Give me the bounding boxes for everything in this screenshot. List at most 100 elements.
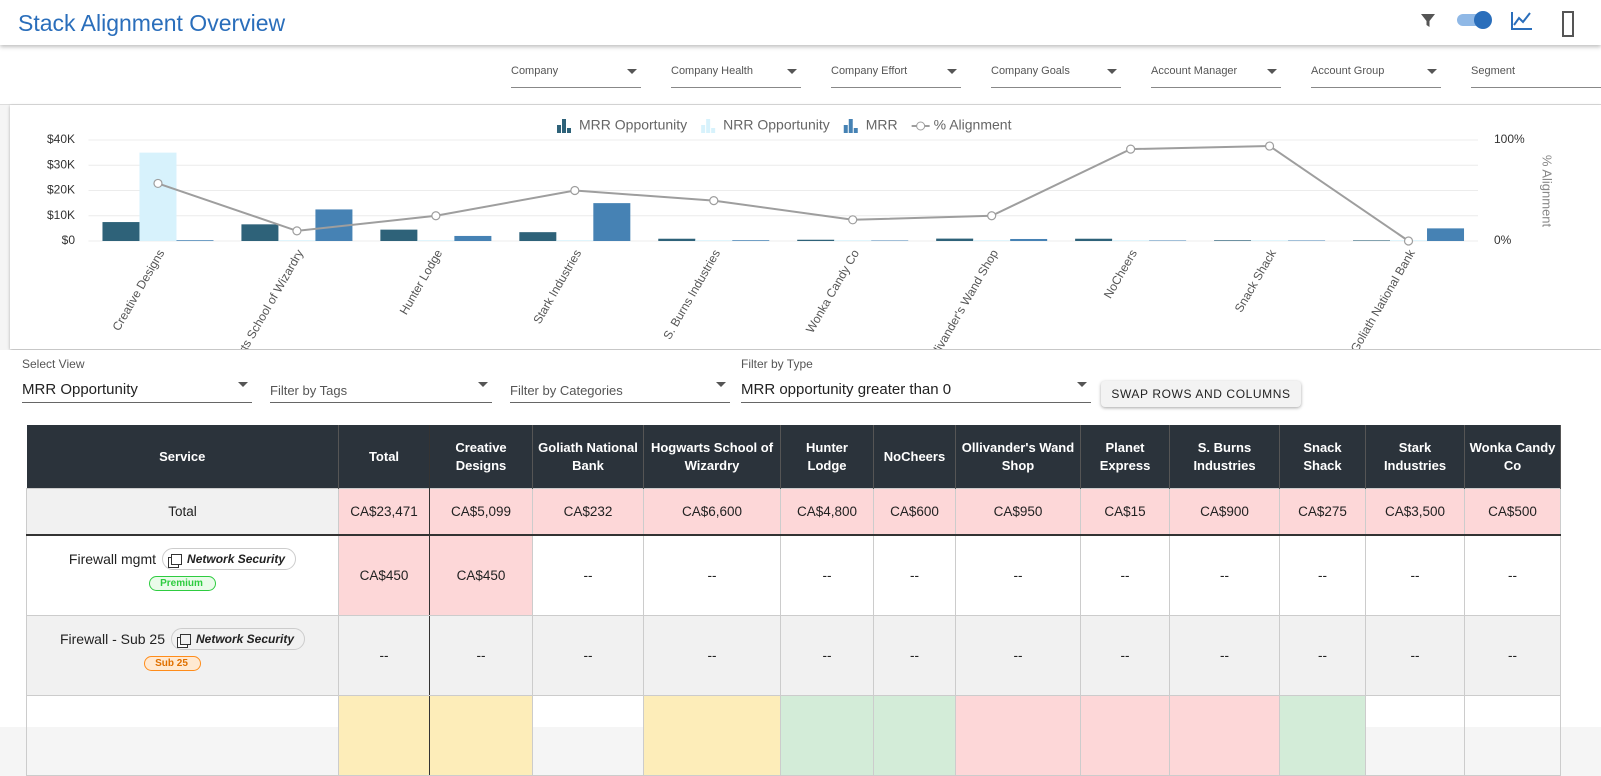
category-name: Network Security bbox=[196, 632, 295, 646]
y-tick-label: $30K bbox=[47, 157, 75, 171]
caret bbox=[238, 382, 248, 387]
bar bbox=[241, 224, 279, 241]
table-cell: -- bbox=[873, 534, 956, 616]
table-cell: CA$5,099 bbox=[429, 488, 533, 536]
table-cell: CA$600 bbox=[873, 488, 956, 536]
y2-axis-label: % Alignment bbox=[1540, 155, 1555, 228]
category-chip: Network Security bbox=[171, 628, 306, 650]
service-cell: Total bbox=[26, 488, 339, 536]
service-cell: Firewall - Sub 25 Network Security Sub 25 bbox=[26, 615, 339, 696]
table-cell: CA$900 bbox=[1169, 488, 1280, 536]
service-line: Firewall mgmt Network Security bbox=[27, 548, 338, 570]
filter-select[interactable]: Account Manager bbox=[1151, 65, 1281, 88]
caret bbox=[716, 382, 726, 387]
bar bbox=[519, 232, 557, 241]
x-tick-label: NoCheers bbox=[1101, 247, 1140, 301]
filter-icon[interactable] bbox=[1421, 14, 1435, 27]
table-cell bbox=[643, 695, 781, 776]
table-cell bbox=[26, 695, 339, 776]
chart-icon[interactable] bbox=[1511, 12, 1532, 30]
tag-line: Sub 25 bbox=[27, 650, 338, 671]
filter-select[interactable]: Company bbox=[511, 65, 641, 88]
filter-select[interactable]: Company Effort bbox=[831, 65, 961, 88]
filter-select[interactable]: Company Health bbox=[671, 65, 801, 88]
table-cell: -- bbox=[1464, 615, 1561, 696]
column-header: Service bbox=[26, 425, 339, 489]
bar bbox=[176, 240, 214, 241]
filter-select[interactable]: Company Goals bbox=[991, 65, 1121, 88]
filter-type[interactable]: Filter by Type MRR opportunity greater t… bbox=[741, 357, 1091, 403]
legend-icon bbox=[853, 128, 858, 133]
swap-button[interactable]: SWAP ROWS AND COLUMNS bbox=[1101, 381, 1301, 407]
bar bbox=[732, 240, 770, 241]
point bbox=[1403, 236, 1414, 246]
point bbox=[292, 226, 302, 236]
point bbox=[1264, 141, 1275, 151]
table-cell: -- bbox=[780, 615, 874, 696]
table-cell bbox=[1279, 695, 1366, 776]
bar bbox=[454, 235, 492, 241]
filter-label: Company bbox=[511, 65, 559, 77]
legend-icon bbox=[711, 128, 716, 133]
placeholder: Filter by Categories bbox=[510, 383, 623, 398]
table-cell: CA$500 bbox=[1464, 488, 1561, 536]
y2-tick-label: 0% bbox=[1494, 233, 1512, 247]
more-icon[interactable] bbox=[1562, 11, 1574, 37]
filter-categories[interactable]: Filter by Categories bbox=[510, 378, 730, 403]
caret bbox=[947, 69, 957, 74]
y-tick-label: $0 bbox=[62, 233, 76, 247]
table-cell bbox=[780, 695, 874, 776]
toggle-knob bbox=[1474, 11, 1492, 29]
service-name: Firewall mgmt bbox=[68, 551, 157, 567]
table-body: Total CA$23,471 CA$5,099 CA$232 CA$6,600 CA$4… bbox=[26, 488, 1561, 776]
legend-icon bbox=[848, 119, 853, 133]
table-cell: -- bbox=[1464, 534, 1561, 616]
table-cell bbox=[873, 695, 956, 776]
caret bbox=[627, 69, 637, 74]
bar bbox=[658, 238, 696, 241]
bar bbox=[593, 203, 631, 241]
table: Service Total Creative Designs Goliath Nati… bbox=[26, 425, 1561, 776]
column-header: NoCheers bbox=[873, 425, 956, 489]
y-tick-label: $40K bbox=[47, 132, 75, 146]
x-tick-label: Hogwarts School of Wizardry bbox=[217, 247, 306, 349]
y-tick-label: $20K bbox=[47, 183, 75, 197]
bar bbox=[1149, 240, 1187, 241]
table-cell: -- bbox=[532, 615, 644, 696]
table-cell: CA$4,800 bbox=[780, 488, 874, 536]
y2-tick-label: 100% bbox=[1494, 132, 1525, 146]
column-header: Planet Express bbox=[1080, 425, 1170, 489]
table-cell bbox=[1080, 695, 1170, 776]
filter-label: Account Group bbox=[1311, 65, 1385, 77]
x-tick-label: Ollivander's Wand Shop bbox=[925, 247, 1001, 349]
table-cell: -- bbox=[643, 615, 781, 696]
table-cell bbox=[1464, 695, 1561, 776]
header: Stack Alignment Overview bbox=[0, 0, 1601, 45]
legend-label: MRR bbox=[866, 117, 898, 133]
point bbox=[431, 211, 441, 221]
line bbox=[157, 145, 1410, 242]
select-value: MRR Opportunity bbox=[22, 381, 138, 398]
table-cell: CA$950 bbox=[955, 488, 1081, 536]
bar bbox=[1288, 240, 1326, 241]
point bbox=[1126, 144, 1136, 154]
service-name: Firewall - Sub 25 bbox=[59, 631, 165, 647]
x-tick-label: S. Burns Industries bbox=[660, 247, 723, 342]
column-header: Ollivander's Wand Shop bbox=[955, 425, 1081, 489]
category-chip: Network Security bbox=[162, 548, 297, 570]
header-row: Service Total Creative Designs Goliath Nati… bbox=[26, 425, 1561, 489]
table-cell: CA$450 bbox=[338, 534, 430, 616]
bar bbox=[380, 229, 418, 241]
select-view[interactable]: Select View MRR Opportunity bbox=[22, 357, 252, 403]
filter-select[interactable]: Account Group bbox=[1311, 65, 1441, 88]
table-row bbox=[26, 695, 1561, 776]
table-cell bbox=[1169, 695, 1280, 776]
page-title: Stack Alignment Overview bbox=[18, 10, 286, 36]
table-cell bbox=[532, 695, 644, 776]
legend-icon bbox=[557, 125, 561, 133]
placeholder: Filter by Tags bbox=[270, 383, 348, 398]
column-header: Goliath National Bank bbox=[532, 425, 644, 489]
filter-tags[interactable]: Filter by Tags bbox=[270, 378, 492, 403]
filter-select[interactable]: Segment bbox=[1471, 65, 1601, 88]
table-cell: CA$275 bbox=[1279, 488, 1366, 536]
